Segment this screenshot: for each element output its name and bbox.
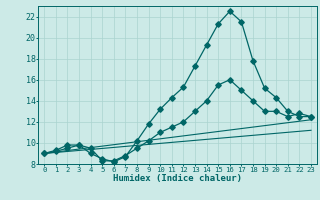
X-axis label: Humidex (Indice chaleur): Humidex (Indice chaleur) <box>113 174 242 183</box>
